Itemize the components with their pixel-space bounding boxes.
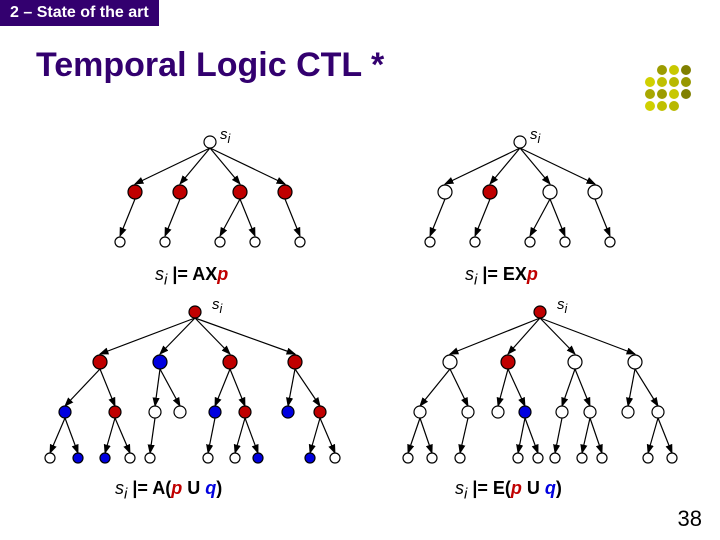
formula-exp: si |= EXp	[465, 264, 538, 289]
decorative-dots	[642, 62, 702, 122]
formula-epuq: si |= E(p U q)	[455, 478, 562, 503]
formula-axp: si |= AXp	[155, 264, 228, 289]
section-tag: 2 – State of the art	[0, 0, 159, 26]
tree-epuq	[380, 300, 700, 470]
slide-title: Temporal Logic CTL *	[36, 46, 384, 85]
tree-apuq	[30, 300, 360, 470]
page-number: 38	[678, 506, 702, 532]
formula-apuq: si |= A(p U q)	[115, 478, 222, 503]
root-label-axp: si	[220, 126, 230, 146]
root-label-exp: si	[530, 126, 540, 146]
tree-axp	[90, 130, 330, 260]
root-label-apuq: si	[212, 296, 222, 316]
root-label-epuq: si	[557, 296, 567, 316]
tree-exp	[400, 130, 640, 260]
